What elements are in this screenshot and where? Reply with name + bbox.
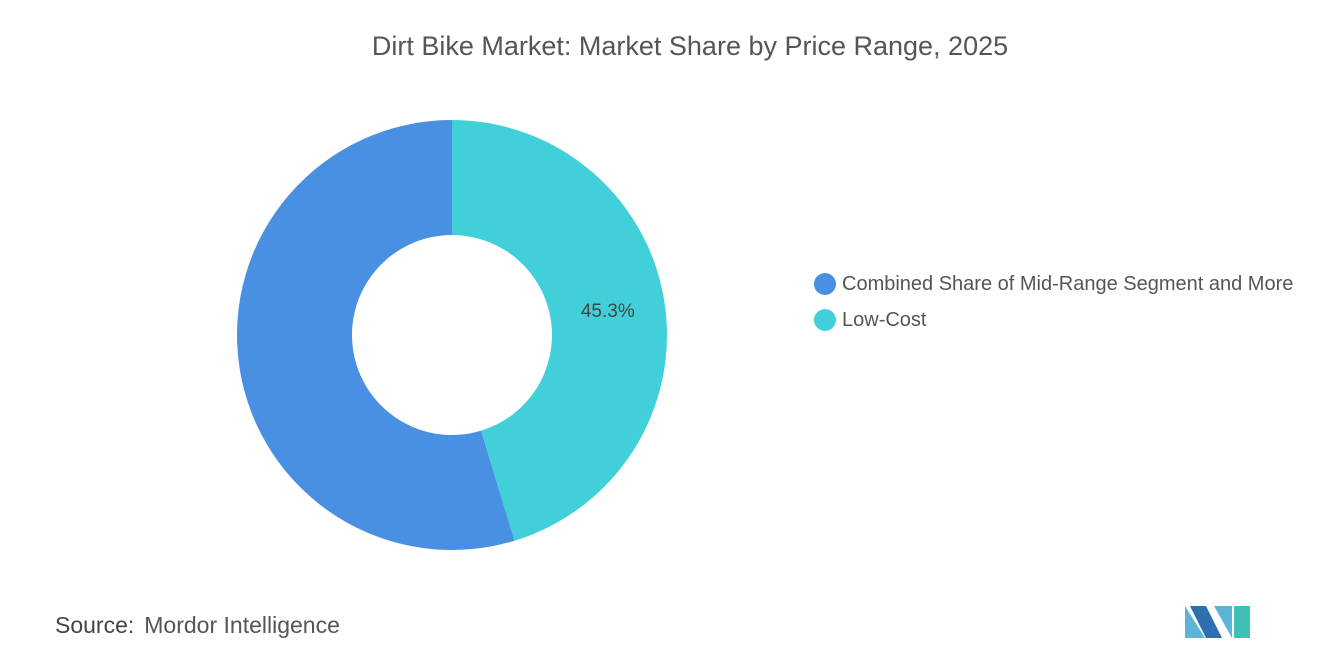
- legend-swatch: [814, 273, 836, 295]
- source-label: Source:: [55, 612, 135, 638]
- legend-swatch: [814, 309, 836, 331]
- logo: [1185, 606, 1250, 638]
- slice: [452, 120, 668, 541]
- legend-item: Combined Share of Mid-Range Segment and …: [814, 270, 1304, 298]
- legend-label: Low-Cost: [842, 309, 927, 331]
- data-label: 45.3%: [581, 301, 635, 322]
- chart-title: Dirt Bike Market: Market Share by Price …: [372, 31, 1008, 61]
- source: Source: Mordor Intelligence: [55, 612, 340, 639]
- legend-label: Combined Share of Mid-Range Segment and …: [842, 273, 1294, 295]
- legend: Combined Share of Mid-Range Segment and …: [814, 270, 1304, 342]
- source-name: Mordor Intelligence: [144, 612, 340, 638]
- slice: [237, 120, 515, 550]
- legend-item: Low-Cost: [814, 306, 1304, 334]
